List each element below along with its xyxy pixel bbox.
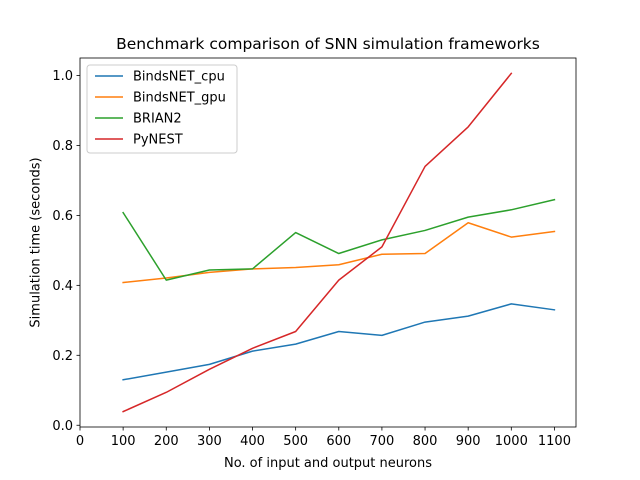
x-axis-label: No. of input and output neurons — [224, 456, 432, 471]
legend: BindsNET_cpu BindsNET_gpu BRIAN2 PyNEST — [86, 64, 238, 154]
x-tick-label: 1000 — [495, 434, 528, 449]
y-tick-label: 1.0 — [52, 69, 73, 84]
x-tick-label: 900 — [456, 434, 481, 449]
x-tick-label: 300 — [197, 434, 222, 449]
x-tick-label: 200 — [154, 434, 179, 449]
y-axis-ticks: 0.0 0.2 0.4 0.6 0.8 1.0 — [52, 69, 80, 434]
legend-label: PyNEST — [133, 133, 183, 148]
y-tick-label: 0.2 — [52, 349, 73, 364]
y-axis-label: Simulation time (seconds) — [29, 157, 44, 327]
x-axis-ticks: 0 100 200 300 400 500 600 700 800 900 1000 1100 — [76, 427, 571, 449]
x-tick-label: 700 — [369, 434, 394, 449]
chart-title: Benchmark comparison of SNN simulation f… — [116, 35, 540, 53]
x-tick-label: 1100 — [538, 434, 571, 449]
y-tick-label: 0.6 — [52, 209, 73, 224]
x-tick-label: 400 — [240, 434, 265, 449]
series-line-2 — [122, 198, 556, 281]
legend-box — [86, 64, 238, 154]
x-tick-label: 600 — [326, 434, 351, 449]
legend-label: BindsNET_gpu — [133, 91, 226, 106]
x-tick-label: 800 — [413, 434, 438, 449]
legend-label: BRIAN2 — [133, 112, 182, 127]
series-line-0 — [122, 303, 556, 381]
y-tick-label: 0.0 — [52, 419, 73, 434]
x-tick-label: 0 — [76, 434, 84, 449]
plot-area-frame — [79, 57, 577, 428]
series-layer — [122, 72, 556, 413]
x-tick-label: 100 — [111, 434, 136, 449]
legend-label: BindsNET_cpu — [133, 70, 225, 85]
y-tick-label: 0.8 — [52, 139, 73, 154]
y-tick-label: 0.4 — [52, 279, 73, 294]
x-tick-label: 500 — [283, 434, 308, 449]
series-line-3 — [122, 72, 513, 413]
series-line-1 — [122, 221, 556, 284]
